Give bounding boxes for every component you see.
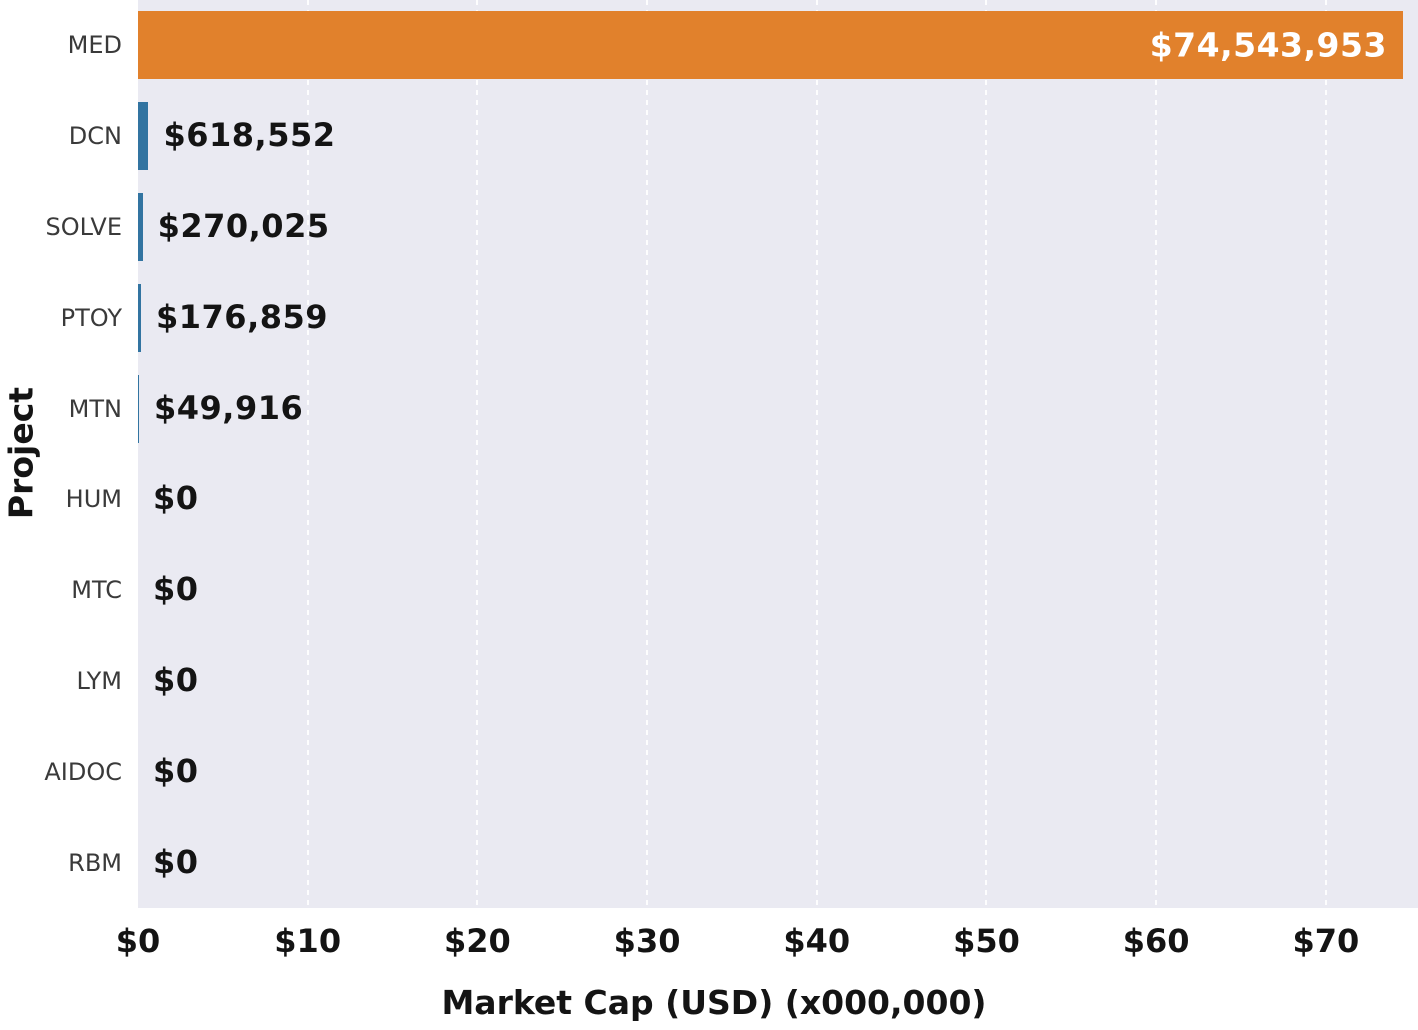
x-tick-label-10: $10 xyxy=(274,922,342,960)
value-label-mtc: $0 xyxy=(153,570,199,609)
value-label-mtn: $49,916 xyxy=(154,388,304,427)
plot-area xyxy=(138,0,1418,908)
value-label-hum: $0 xyxy=(153,479,199,518)
y-tick-label-rbm: RBM xyxy=(68,848,122,877)
gridline-50 xyxy=(985,0,988,908)
x-tick-label-50: $50 xyxy=(953,922,1020,960)
y-tick-label-ptoy: PTOY xyxy=(60,303,122,332)
gridline-10 xyxy=(306,0,309,908)
y-tick-label-lym: LYM xyxy=(76,667,122,695)
value-label-rbm: $0 xyxy=(153,842,199,881)
gridline-40 xyxy=(815,0,818,908)
y-tick-label-dcn: DCN xyxy=(68,122,122,151)
gridline-70 xyxy=(1324,0,1327,908)
x-tick-label-40: $40 xyxy=(783,922,851,960)
x-tick-label-20: $20 xyxy=(443,922,511,960)
x-axis-label: Market Cap (USD) (x000,000) xyxy=(441,983,987,1022)
bar-solve xyxy=(138,193,143,261)
bar-mtn xyxy=(138,374,139,443)
y-tick-label-solve: SOLVE xyxy=(45,213,122,241)
x-tick-label-0: $0 xyxy=(115,922,161,960)
gridline-60 xyxy=(1155,0,1158,908)
y-tick-label-hum: HUM xyxy=(65,485,122,514)
x-tick-label-30: $30 xyxy=(613,922,681,960)
bar-ptoy xyxy=(138,283,141,352)
value-label-solve: $270,025 xyxy=(157,207,330,246)
gridline-30 xyxy=(646,0,649,908)
y-tick-label-med: MED xyxy=(67,31,122,60)
bar-dcn xyxy=(138,102,149,171)
y-tick-label-mtn: MTN xyxy=(68,394,122,423)
x-tick-label-60: $60 xyxy=(1122,922,1190,960)
gridline-20 xyxy=(476,0,479,908)
value-label-med: $74,543,953 xyxy=(1149,25,1387,65)
value-label-lym: $0 xyxy=(153,661,199,700)
x-tick-label-70: $70 xyxy=(1292,922,1360,960)
value-label-dcn: $618,552 xyxy=(163,116,336,155)
value-label-aidoc: $0 xyxy=(153,752,199,791)
y-tick-label-mtc: MTC xyxy=(71,576,122,605)
y-tick-label-aidoc: AIDOC xyxy=(44,757,122,786)
bar-med: $74,543,953 xyxy=(138,11,1403,80)
value-label-ptoy: $176,859 xyxy=(156,298,329,337)
